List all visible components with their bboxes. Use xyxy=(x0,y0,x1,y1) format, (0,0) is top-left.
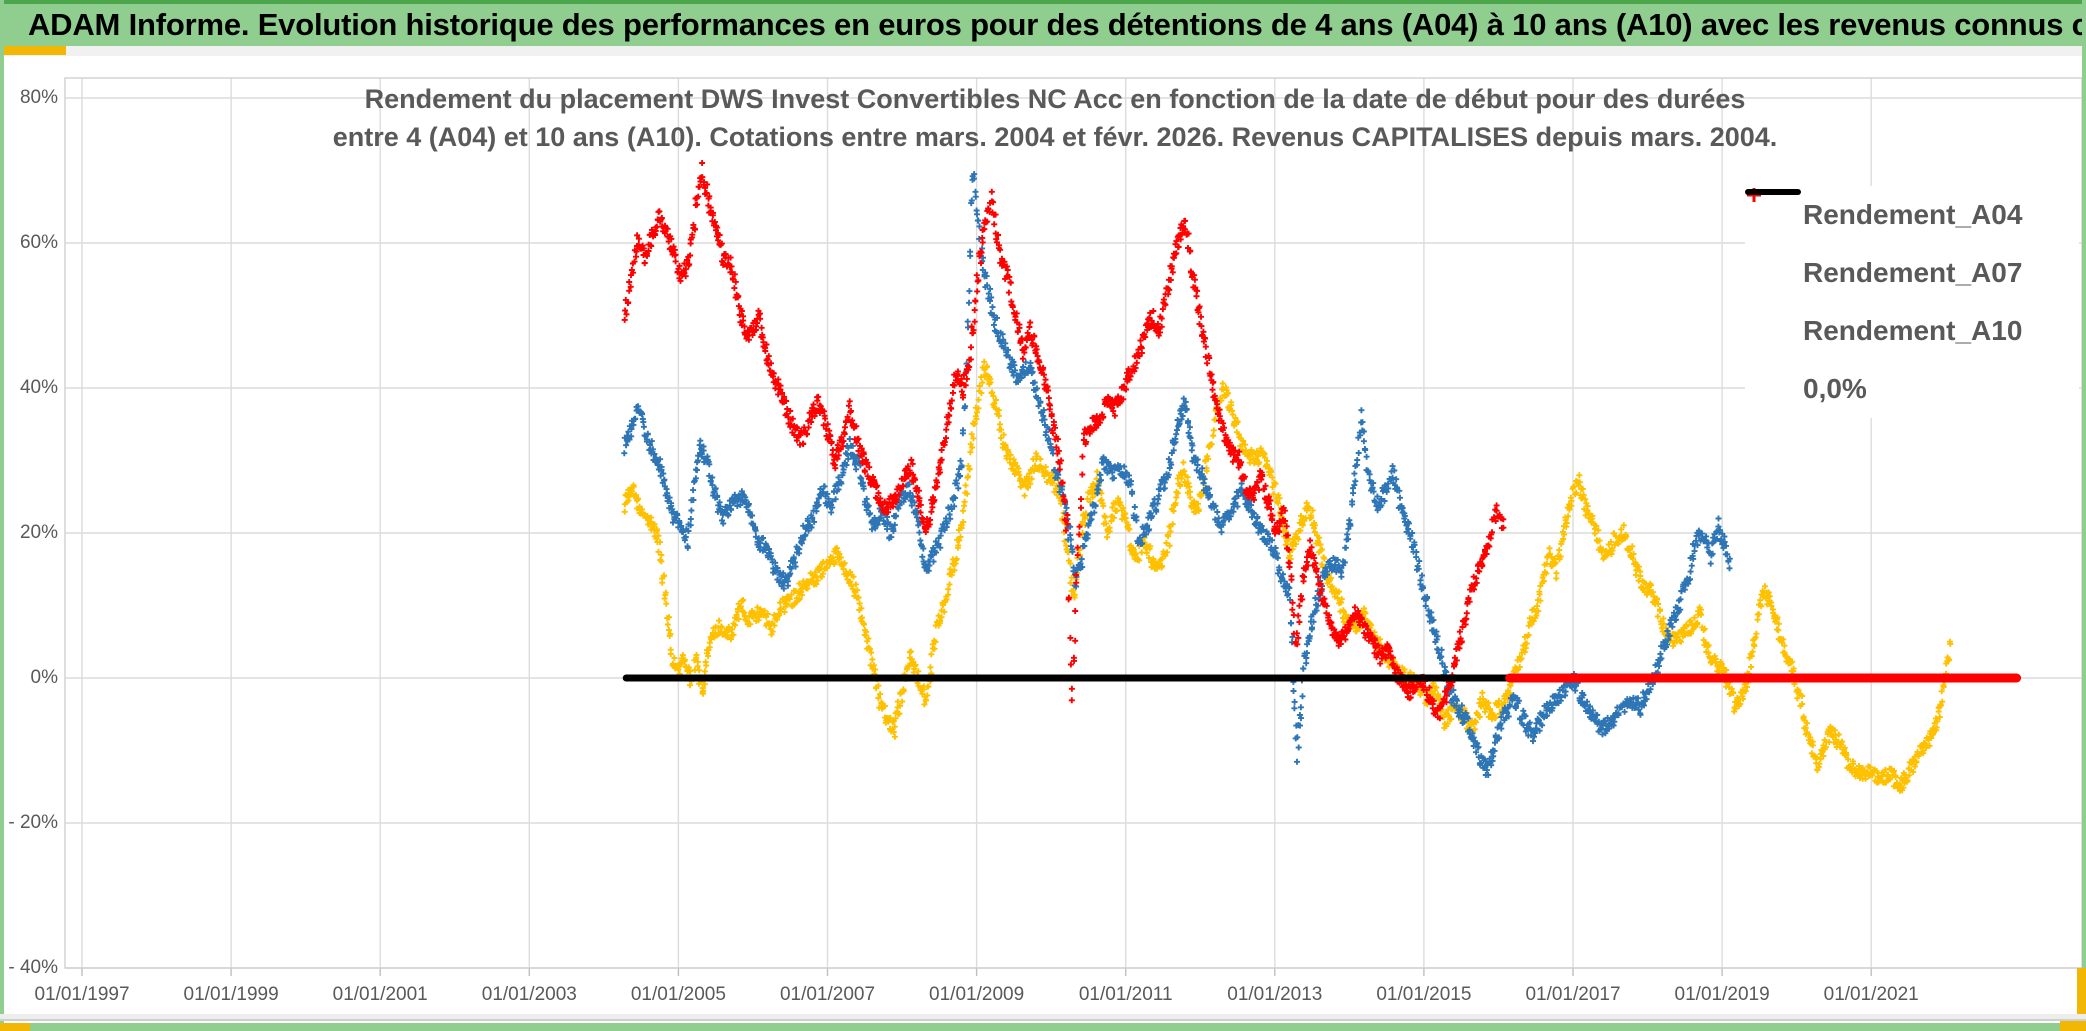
x-tick-label: 01/01/2001 xyxy=(332,984,428,1005)
legend-item: Rendement_A04 xyxy=(1745,186,2079,244)
bottom-strip xyxy=(0,1014,2086,1020)
x-tick-label: 01/01/2015 xyxy=(1376,984,1472,1005)
legend-label: Rendement_A04 xyxy=(1803,199,2023,230)
x-tick-label: 01/01/2017 xyxy=(1525,984,1621,1005)
gold-accent-bottom-left xyxy=(0,1023,30,1031)
legend-item: 0,0% xyxy=(1745,189,2079,418)
frame-border-right xyxy=(2082,0,2086,968)
y-tick-label: 0% xyxy=(30,667,58,688)
series-Rendement_A04 xyxy=(621,358,1954,794)
header-divider xyxy=(0,46,2086,56)
header-banner: ADAM Informe. Evolution historique des p… xyxy=(0,0,2086,46)
x-tick-label: 01/01/2009 xyxy=(929,984,1025,1005)
page-title: ADAM Informe. Evolution historique des p… xyxy=(28,7,2086,42)
series-Rendement_A07 xyxy=(621,171,1733,778)
legend: Rendement_A04 Rendement_A07 Rendement_A10 0… xyxy=(1745,186,2079,418)
chart-title-line1: Rendement du placement DWS Invest Conver… xyxy=(364,84,1746,114)
gold-accent-top-left xyxy=(0,46,66,55)
legend-label: 0,0% xyxy=(1803,373,1867,404)
y-tick-label: - 40% xyxy=(8,957,58,978)
x-tick-label: 01/01/2003 xyxy=(481,984,577,1005)
gold-accent-right xyxy=(2077,968,2086,1031)
x-tick-label: 01/01/2013 xyxy=(1227,984,1323,1005)
y-tick-label: 20% xyxy=(19,522,58,543)
gold-accent-bottom-right xyxy=(2060,1021,2086,1031)
x-tick-label: 01/01/2007 xyxy=(779,984,876,1005)
y-tick-label: 40% xyxy=(19,377,58,398)
x-tick-label: 01/01/1997 xyxy=(34,984,130,1005)
x-tick-label: 01/01/2019 xyxy=(1674,984,1770,1005)
x-tick-label: 01/01/2021 xyxy=(1823,984,1919,1005)
legend-label: Rendement_A07 xyxy=(1803,257,2023,288)
x-tick-label: 01/01/1999 xyxy=(183,984,279,1005)
frame-border-left xyxy=(0,0,4,1031)
series-Rendement_A10 xyxy=(621,160,1507,722)
chart-title-line2: entre 4 (A04) et 10 ans (A10). Cotations… xyxy=(332,122,1778,152)
legend-item: Rendement_A10 xyxy=(1745,188,2079,360)
y-tick-label: 60% xyxy=(19,232,58,253)
x-tick-label: 01/01/2005 xyxy=(630,984,726,1005)
bottom-line xyxy=(0,1019,2086,1021)
legend-item: Rendement_A07 xyxy=(1745,188,2079,302)
y-tick-label: - 20% xyxy=(8,812,58,833)
y-tick-label: 80% xyxy=(19,87,58,108)
chart-title: Rendement du placement DWS Invest Conver… xyxy=(100,80,2010,156)
legend-label: Rendement_A10 xyxy=(1803,315,2023,346)
x-tick-label: 01/01/2011 xyxy=(1078,984,1173,1005)
frame-border-bottom xyxy=(30,1023,2062,1031)
